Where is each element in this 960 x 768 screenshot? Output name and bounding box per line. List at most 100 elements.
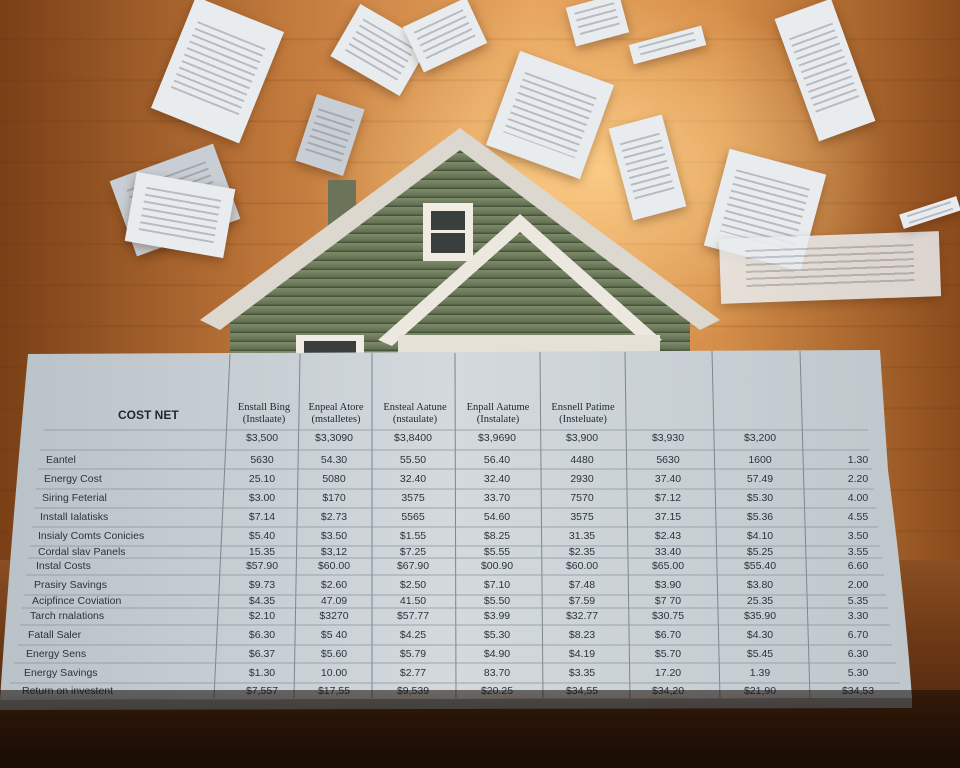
value-cell: $2.43 (654, 530, 682, 542)
value-cell: 25.10 (248, 473, 276, 485)
column-header: Enpall Aatume (Instalate) (466, 402, 530, 425)
value-cell: $9.73 (248, 579, 276, 591)
value-cell: $3270 (319, 610, 349, 622)
value-cell: $00.90 (480, 560, 514, 572)
value-cell: 4.55 (847, 511, 869, 523)
value-cell: $1.30 (248, 667, 276, 679)
value-cell: 6.60 (847, 560, 869, 572)
row-label: Tarch rnalations (30, 610, 105, 622)
row-label: Cordal slav Panels (38, 546, 126, 558)
value-cell: $8.23 (568, 629, 596, 641)
row-label: Eantel (46, 454, 76, 466)
value-cell: $4.35 (248, 595, 276, 607)
value-cell: $6.70 (654, 629, 682, 641)
column-header: Ensnell Patime (Insteluate) (551, 402, 615, 425)
value-cell: $7.12 (654, 492, 682, 504)
value-cell: $2.35 (568, 546, 596, 558)
value-cell: $57.77 (396, 610, 430, 622)
value-cell: 3.50 (847, 530, 869, 542)
value-cell: $4.25 (399, 629, 427, 641)
row-label: Fatall Saler (28, 629, 82, 641)
row-label: Install Ialatisks (40, 511, 109, 523)
value-cell: $170 (322, 492, 346, 504)
value-cell: 5080 (322, 473, 346, 485)
value-cell: $2.10 (248, 610, 276, 622)
value-cell: $6.37 (248, 648, 276, 660)
value-cell: $5 40 (320, 629, 348, 641)
row-label: Instal Costs (36, 560, 91, 572)
value-cell: 2.20 (847, 473, 869, 485)
row-label: Energy Savings (24, 667, 98, 679)
row-label: Prasiry Savings (34, 579, 107, 591)
value-cell: $5.50 (483, 595, 511, 607)
value-cell: 83.70 (483, 667, 511, 679)
value-cell: $3.99 (483, 610, 511, 622)
value-cell: 3.30 (847, 610, 869, 622)
value-cell: 33.70 (483, 492, 511, 504)
top-value-cell: $3,3090 (315, 432, 353, 444)
value-cell: 6.70 (847, 629, 869, 641)
value-cell: $65.00 (651, 560, 685, 572)
value-cell: $6.30 (248, 629, 276, 641)
value-cell: $55.40 (743, 560, 777, 572)
value-cell: $7.48 (568, 579, 596, 591)
value-cell: 54.60 (483, 511, 511, 523)
value-cell: 3575 (570, 511, 594, 523)
value-cell: 25.35 (746, 595, 774, 607)
value-cell: $7.14 (248, 511, 276, 523)
value-cell: 4.00 (847, 492, 869, 504)
column-header: Enpeal Atore (mstalletes) (308, 402, 364, 425)
row-label: Insialy Comts Conicies (38, 530, 145, 542)
value-cell: $5.36 (746, 511, 774, 523)
value-cell: 47.09 (320, 595, 348, 607)
top-value-cell: $3,930 (651, 432, 685, 444)
value-cell: 6.30 (847, 648, 869, 660)
value-cell: $4.30 (746, 629, 774, 641)
value-cell: $32.77 (565, 610, 599, 622)
value-cell: 15.35 (248, 546, 276, 558)
row-label: Acipfince Coviation (32, 595, 122, 607)
value-cell: 1.30 (847, 454, 869, 466)
value-cell: $7.59 (568, 595, 596, 607)
value-cell: $67.90 (396, 560, 430, 572)
value-cell: $8.25 (483, 530, 511, 542)
value-cell: $1.55 (399, 530, 427, 542)
value-cell: 5.35 (847, 595, 869, 607)
value-cell: $5.55 (483, 546, 511, 558)
value-cell: 3.55 (847, 546, 869, 558)
value-cell: 4480 (570, 454, 594, 466)
value-cell: 37.15 (654, 511, 682, 523)
value-cell: $5.40 (248, 530, 276, 542)
value-cell: $30.75 (651, 610, 685, 622)
value-cell: 10.00 (320, 667, 348, 679)
value-cell: $5.79 (399, 648, 427, 660)
value-cell: 3575 (401, 492, 425, 504)
value-cell: 2.00 (847, 579, 869, 591)
value-cell: $3.35 (568, 667, 596, 679)
row-label: Energy Cost (44, 473, 102, 485)
cost-comparison-sheet: COST NET Enstall Bing (Instlaate) Enpeal… (0, 350, 960, 710)
value-cell: 57.49 (746, 473, 774, 485)
value-cell: 5630 (656, 454, 680, 466)
value-cell: $2.60 (320, 579, 348, 591)
row-label: Siring Feterial (42, 492, 107, 504)
value-cell: 7570 (570, 492, 594, 504)
top-value-cell: $3,500 (245, 432, 279, 444)
value-cell: 56.40 (483, 454, 511, 466)
value-cell: 54.30 (320, 454, 348, 466)
value-cell: $7.25 (399, 546, 427, 558)
table-title: COST NET (118, 408, 179, 422)
value-cell: $5.30 (483, 629, 511, 641)
row-label: Energy Sens (26, 648, 87, 660)
value-cell: 32.40 (399, 473, 427, 485)
table-shadow (0, 690, 960, 768)
value-cell: 17.20 (654, 667, 682, 679)
value-cell: $4.90 (483, 648, 511, 660)
value-cell: 55.50 (399, 454, 427, 466)
value-cell: $3.80 (746, 579, 774, 591)
value-cell: $5.30 (746, 492, 774, 504)
value-cell: 5630 (250, 454, 274, 466)
value-cell: 41.50 (399, 595, 427, 607)
column-header: Enstall Bing (Instlaate) (237, 402, 291, 425)
